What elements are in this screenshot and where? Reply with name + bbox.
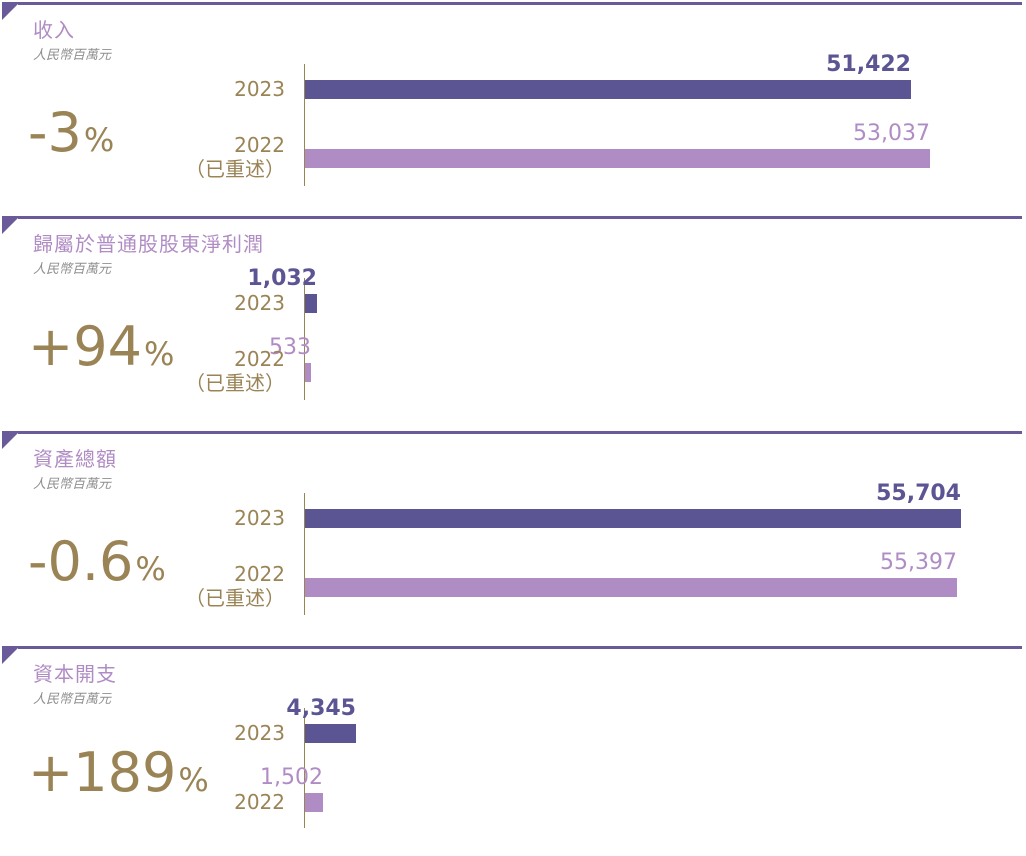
data-label-2023: 4,345 xyxy=(286,696,356,721)
category-label-2023: 2023 xyxy=(234,506,285,530)
panel-top-rule xyxy=(18,216,1022,219)
data-label-2023: 51,422 xyxy=(826,52,911,77)
bar-2022 xyxy=(305,149,930,168)
corner-triangle-icon xyxy=(2,216,20,238)
category-note: （已重述） xyxy=(185,371,285,395)
chart-panel-4: 資本開支人民幣百萬元 +189% 4,345 2023 1,502 2022 xyxy=(0,646,1026,856)
category-label-2022: 2022 （已重述） xyxy=(185,562,285,610)
category-label-2023: 2023 xyxy=(234,291,285,315)
category-label-2022: 2022 （已重述） xyxy=(185,133,285,181)
bar-2022 xyxy=(305,578,957,597)
category-label-2023: 2023 xyxy=(234,77,285,101)
bar-2022 xyxy=(305,363,311,382)
bar-2023 xyxy=(305,724,356,743)
chart-title: 歸屬於普通股股東淨利潤 xyxy=(33,232,264,256)
category-year: 2023 xyxy=(234,721,285,745)
chart-unit: 人民幣百萬元 xyxy=(33,262,112,277)
bar-2023 xyxy=(305,509,961,528)
chart-title: 資產總額 xyxy=(33,447,117,471)
category-year: 2023 xyxy=(234,506,285,530)
change-value: +94 xyxy=(28,315,142,378)
data-label-2022: 533 xyxy=(269,335,311,360)
panel-top-rule xyxy=(18,646,1022,649)
category-label-2022: 2022 xyxy=(234,790,285,814)
category-year: 2023 xyxy=(234,291,285,315)
corner-triangle-icon xyxy=(2,431,20,453)
data-label-2023: 55,704 xyxy=(876,481,961,506)
change-value: +189 xyxy=(28,741,177,804)
category-note: （已重述） xyxy=(185,157,285,181)
category-label-2023: 2023 xyxy=(234,721,285,745)
bar-axis xyxy=(304,493,305,615)
change-unit: % xyxy=(178,761,209,799)
change-value: -0.6 xyxy=(28,530,134,593)
change-percentage: -0.6% xyxy=(28,535,166,589)
panel-top-rule xyxy=(18,2,1022,5)
change-value: -3 xyxy=(28,101,82,164)
category-year: 2022 xyxy=(234,790,285,814)
category-year: 2022 xyxy=(234,562,285,586)
category-year: 2023 xyxy=(234,77,285,101)
change-unit: % xyxy=(143,335,175,373)
bar-axis xyxy=(304,708,305,828)
category-label-2022: 2022 （已重述） xyxy=(185,347,285,395)
change-percentage: -3% xyxy=(28,106,114,160)
change-unit: % xyxy=(83,121,115,159)
chart-title: 資本開支 xyxy=(33,662,117,686)
change-percentage: +94% xyxy=(28,320,174,374)
data-label-2023: 1,032 xyxy=(247,266,317,291)
chart-panel-3: 資產總額人民幣百萬元 -0.6% 55,704 2023 55,397 2022 （已重述） xyxy=(0,431,1026,641)
data-label-2022: 55,397 xyxy=(880,550,957,575)
bar-axis xyxy=(304,64,305,186)
bar-2023 xyxy=(305,80,911,99)
change-unit: % xyxy=(135,550,166,588)
change-percentage: +189% xyxy=(28,746,209,800)
corner-triangle-icon xyxy=(2,646,20,668)
corner-triangle-icon xyxy=(2,2,20,24)
chart-unit: 人民幣百萬元 xyxy=(33,48,112,63)
chart-title: 收入 xyxy=(33,18,75,42)
data-label-2022: 53,037 xyxy=(853,121,930,146)
bar-2022 xyxy=(305,793,323,812)
chart-panel-2: 歸屬於普通股股東淨利潤人民幣百萬元 +94% 1,032 2023 533 2022 （已重… xyxy=(0,216,1026,426)
category-year: 2022 xyxy=(234,347,285,371)
chart-panel-1: 收入人民幣百萬元 -3% 51,422 2023 53,037 2022 （已重述） xyxy=(0,2,1026,212)
category-note: （已重述） xyxy=(185,586,285,610)
chart-unit: 人民幣百萬元 xyxy=(33,692,112,707)
bar-2023 xyxy=(305,294,317,313)
data-label-2022: 1,502 xyxy=(260,765,323,790)
chart-unit: 人民幣百萬元 xyxy=(33,477,112,492)
category-year: 2022 xyxy=(234,133,285,157)
panel-top-rule xyxy=(18,431,1022,434)
bar-axis xyxy=(304,278,305,400)
